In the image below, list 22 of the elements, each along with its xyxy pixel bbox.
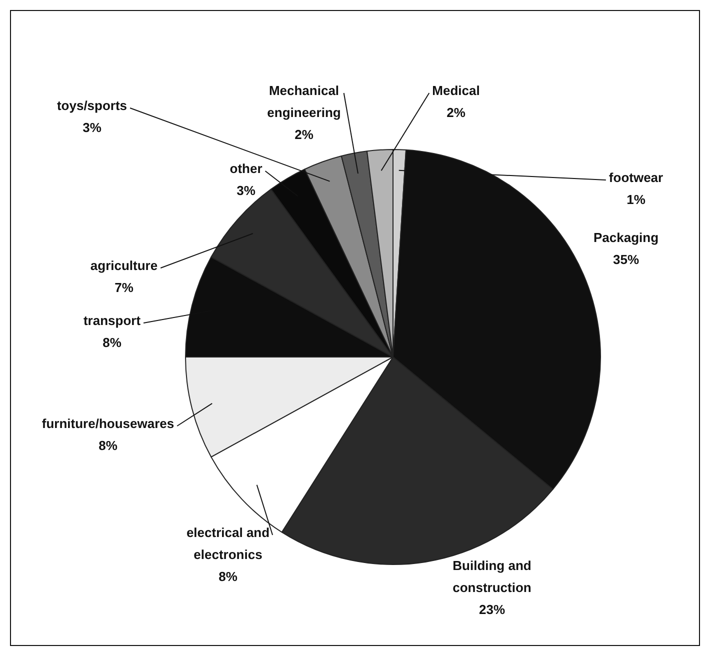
data-label: 8% <box>218 569 238 584</box>
data-label: 2% <box>446 105 466 120</box>
slice-label: other <box>230 161 262 176</box>
slice-label: transport <box>83 313 142 328</box>
slice-label: Building and construction <box>452 558 532 596</box>
slice-label: Mechanical engineering <box>267 83 341 120</box>
data-label: 2% <box>294 127 314 142</box>
slice-label: toys/sports <box>56 98 128 114</box>
data-label: 7% <box>114 280 134 296</box>
data-label: 3% <box>82 120 102 136</box>
slice-label: agriculture <box>90 258 158 274</box>
slice-label: furniture/housewares <box>42 416 174 432</box>
data-label: 8% <box>98 438 118 454</box>
slice-label: Medical <box>432 83 480 98</box>
slice-label: Packaging <box>593 230 659 246</box>
data-label: 1% <box>626 192 646 208</box>
data-label: 35% <box>612 252 640 268</box>
data-label: 3% <box>236 183 256 198</box>
slice-label: electrical and electronics <box>186 525 270 562</box>
data-label: 8% <box>102 335 122 350</box>
slice-label: footwear <box>608 170 664 186</box>
data-label: 23% <box>478 602 506 618</box>
